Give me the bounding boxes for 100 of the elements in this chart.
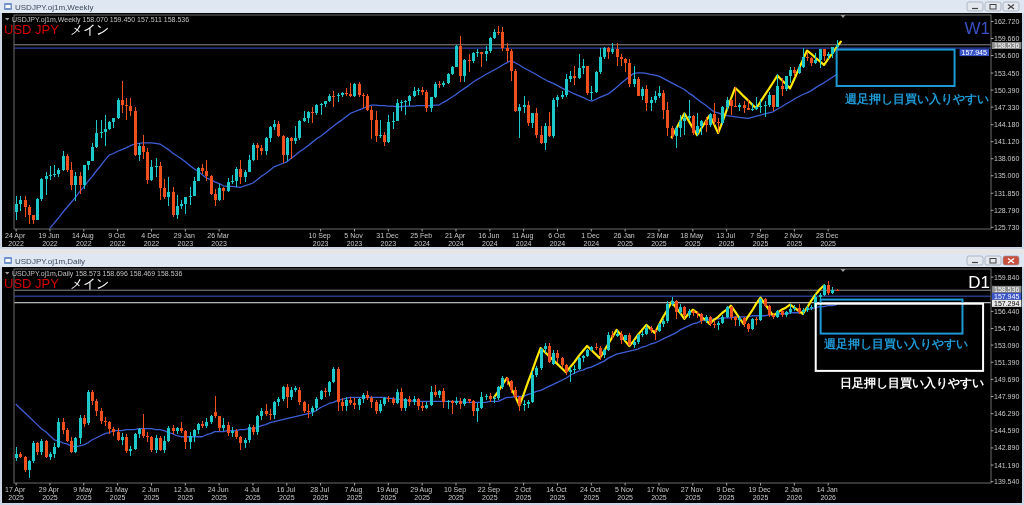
candlestick [400, 99, 403, 112]
candlestick [666, 101, 669, 137]
candlestick [721, 105, 724, 126]
candlestick [353, 397, 356, 410]
candlestick [806, 51, 809, 62]
candlestick [759, 98, 762, 114]
candlestick [379, 119, 382, 139]
candlestick [79, 414, 82, 445]
candlestick [307, 403, 310, 419]
candlestick [620, 53, 623, 67]
candlestick [776, 73, 779, 108]
candlestick [290, 136, 293, 159]
candlestick [501, 26, 504, 52]
candlestick [24, 195, 27, 218]
candlestick [717, 117, 720, 134]
candlestick [404, 99, 407, 116]
annotation: 週足押し目買い入りやすい [844, 92, 990, 107]
candlestick [683, 112, 686, 136]
candlestick [451, 399, 454, 415]
annotation: D1 [968, 273, 990, 292]
candlestick [269, 408, 272, 421]
candlestick [125, 97, 128, 121]
candlestick [506, 42, 509, 63]
candlestick [679, 114, 682, 138]
candlestick [387, 114, 390, 144]
candlestick [28, 459, 31, 479]
annotation: 週足押し目買い入りやすい [823, 336, 969, 351]
candlestick [155, 434, 158, 454]
candlestick [430, 385, 433, 407]
candlestick [544, 122, 547, 151]
candlestick [370, 105, 373, 140]
candlestick [527, 100, 530, 127]
candlestick [28, 204, 31, 225]
candlestick [645, 84, 648, 112]
candlestick [666, 300, 669, 324]
candlestick [675, 299, 678, 320]
candlestick [442, 387, 445, 408]
candlestick [510, 48, 513, 82]
annotation: W1 [964, 19, 990, 38]
candlestick [159, 161, 162, 201]
candlestick [565, 73, 568, 98]
annotation: 日足押し目買い入りやすい [840, 375, 985, 390]
candlestick [688, 99, 691, 121]
candlestick [146, 431, 149, 443]
candlestick [104, 114, 107, 147]
candlestick [535, 107, 538, 139]
candlestick [523, 399, 526, 412]
candlestick [540, 347, 543, 371]
candlestick [45, 439, 48, 459]
candlestick [548, 111, 551, 138]
candlestick [79, 171, 82, 195]
candlestick [518, 103, 521, 139]
candlestick [425, 89, 428, 113]
candlestick [298, 386, 301, 406]
candlestick [692, 114, 695, 136]
candlestick [235, 166, 238, 188]
candlestick [214, 395, 217, 419]
candlestick [802, 47, 805, 69]
candlestick [66, 153, 69, 173]
candlestick [447, 399, 450, 410]
candlestick [713, 102, 716, 126]
line-series [492, 284, 826, 407]
candlestick [150, 159, 153, 182]
candlestick [142, 134, 145, 160]
candlestick [764, 100, 767, 118]
candlestick [184, 429, 187, 450]
candlestick [117, 97, 120, 120]
line-series [670, 40, 842, 139]
candlestick [298, 119, 301, 141]
candlestick [375, 110, 378, 143]
candlestick [205, 159, 208, 182]
candlestick [70, 161, 73, 191]
candlestick [45, 171, 48, 196]
candlestick [83, 164, 86, 190]
candlestick [734, 86, 737, 108]
candlestick [320, 102, 323, 116]
candlestick [463, 58, 466, 83]
candlestick [590, 85, 593, 101]
candlestick [62, 150, 65, 172]
candlestick [286, 383, 289, 408]
candlestick [548, 342, 551, 364]
candlestick [248, 423, 251, 444]
candlestick [578, 53, 581, 80]
candlestick [599, 47, 602, 75]
candlestick [362, 92, 365, 109]
candlestick [607, 331, 610, 352]
candlestick [332, 90, 335, 108]
chart-title: USDJPY.oj1m,Daily [15, 256, 86, 266]
candlestick [49, 165, 52, 181]
candlestick [400, 387, 403, 412]
candlestick [696, 112, 699, 137]
candlestick [155, 157, 158, 178]
candlestick [662, 89, 665, 120]
candlestick [40, 177, 43, 202]
candlestick [15, 195, 18, 221]
annotation: メイン [70, 22, 110, 37]
candlestick [311, 106, 314, 124]
candlestick [282, 134, 285, 164]
candlestick [468, 53, 471, 73]
candlestick [654, 328, 657, 341]
